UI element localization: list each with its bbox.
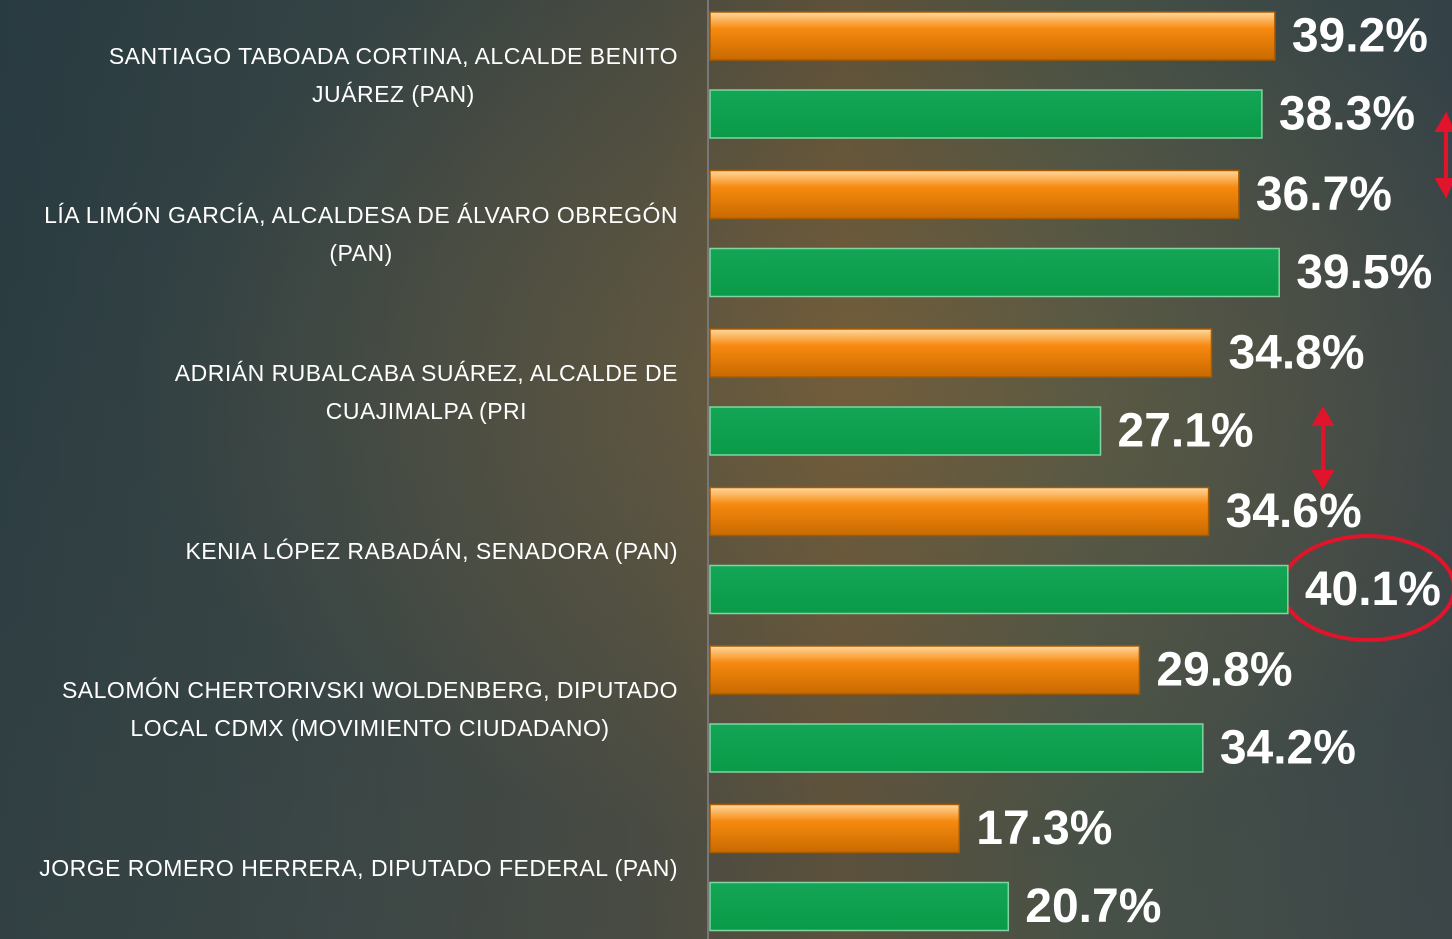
bar <box>710 566 1288 614</box>
bar <box>710 329 1211 377</box>
value-label: 27.1% <box>1118 405 1254 458</box>
category-label: KENIA LÓPEZ RABADÁN, SENADORA (PAN) <box>185 532 678 570</box>
bar <box>710 488 1209 536</box>
value-label: 34.8% <box>1228 327 1364 380</box>
value-label: 40.1% <box>1305 563 1441 616</box>
plot: 39.2% 38.3% 36.7% 39.5% 34.8% 27.1% 34.6% 40.1%… <box>0 0 1452 939</box>
category-label: SALOMÓN CHERTORIVSKI WOLDENBERG, DIPUTAD… <box>62 671 678 747</box>
value-label: 38.3% <box>1279 88 1415 141</box>
value-label: 34.6% <box>1226 485 1362 538</box>
value-label: 34.2% <box>1220 722 1356 775</box>
category-label: SANTIAGO TABOADA CORTINA, ALCALDE BENITO… <box>109 37 678 113</box>
chart: 39.2% 38.3% 36.7% 39.5% 34.8% 27.1% 34.6% 40.1%… <box>0 0 1452 939</box>
bar <box>710 407 1101 455</box>
value-label: 20.7% <box>1025 880 1161 933</box>
bar <box>710 171 1239 219</box>
bar <box>710 883 1008 931</box>
bar <box>710 646 1139 694</box>
value-label: 39.2% <box>1292 10 1428 63</box>
value-label: 36.7% <box>1256 168 1392 221</box>
value-label: 39.5% <box>1296 246 1432 299</box>
category-label: JORGE ROMERO HERRERA, DIPUTADO FEDERAL (… <box>39 849 678 887</box>
bar <box>710 805 959 853</box>
bar <box>710 12 1275 60</box>
bar <box>710 249 1279 297</box>
bar <box>710 90 1262 138</box>
value-label: 17.3% <box>976 802 1112 855</box>
category-label: ADRIÁN RUBALCABA SUÁREZ, ALCALDE DE CUAJ… <box>175 354 678 430</box>
category-label: LÍA LIMÓN GARCÍA, ALCALDESA DE ÁLVARO OB… <box>44 196 678 272</box>
bar <box>710 724 1203 772</box>
value-label: 29.8% <box>1156 644 1292 697</box>
